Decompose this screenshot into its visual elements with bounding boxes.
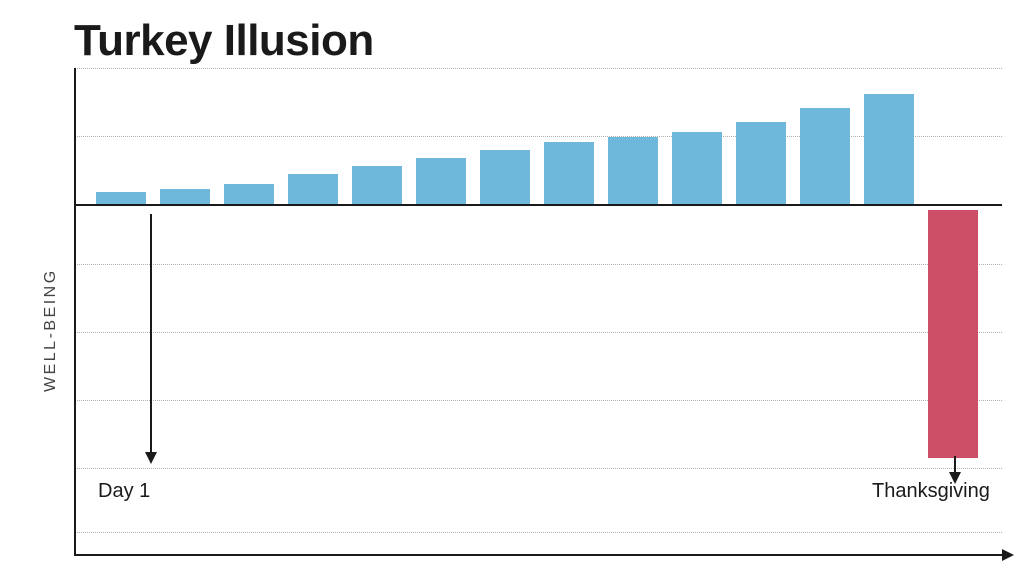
gridline [74,468,1002,469]
bar-positive [160,189,210,204]
day1-arrowhead-icon [145,452,157,464]
bar-positive [608,137,658,204]
gridline [74,400,1002,401]
y-axis-label: WELL-BEING [42,268,60,392]
x-axis-bottom [74,554,1002,556]
bar-positive [96,192,146,204]
gridline [74,532,1002,533]
y-axis-line [74,68,76,554]
bar-positive [864,94,914,204]
bar-positive [224,184,274,204]
bar-positive [736,122,786,204]
gridline [74,68,1002,69]
turkey-illusion-chart: Turkey Illusion WELL-BEING Day 1 Thanksgi… [0,0,1024,587]
bar-positive [672,132,722,204]
day1-label: Day 1 [98,480,150,503]
gridline [74,136,1002,137]
bar-positive [416,158,466,204]
x-axis-arrowhead-icon [1002,549,1014,561]
bar-positive [800,108,850,204]
gridline [74,264,1002,265]
chart-title: Turkey Illusion [74,16,374,66]
x-axis-baseline [74,204,1002,206]
bar-positive [352,166,402,204]
thanksgiving-label: Thanksgiving [872,480,990,503]
bar-positive [480,150,530,204]
gridline [74,332,1002,333]
day1-arrow-icon [150,214,152,454]
bar-positive [544,142,594,204]
bar-positive [288,174,338,204]
bar-negative [928,210,978,458]
